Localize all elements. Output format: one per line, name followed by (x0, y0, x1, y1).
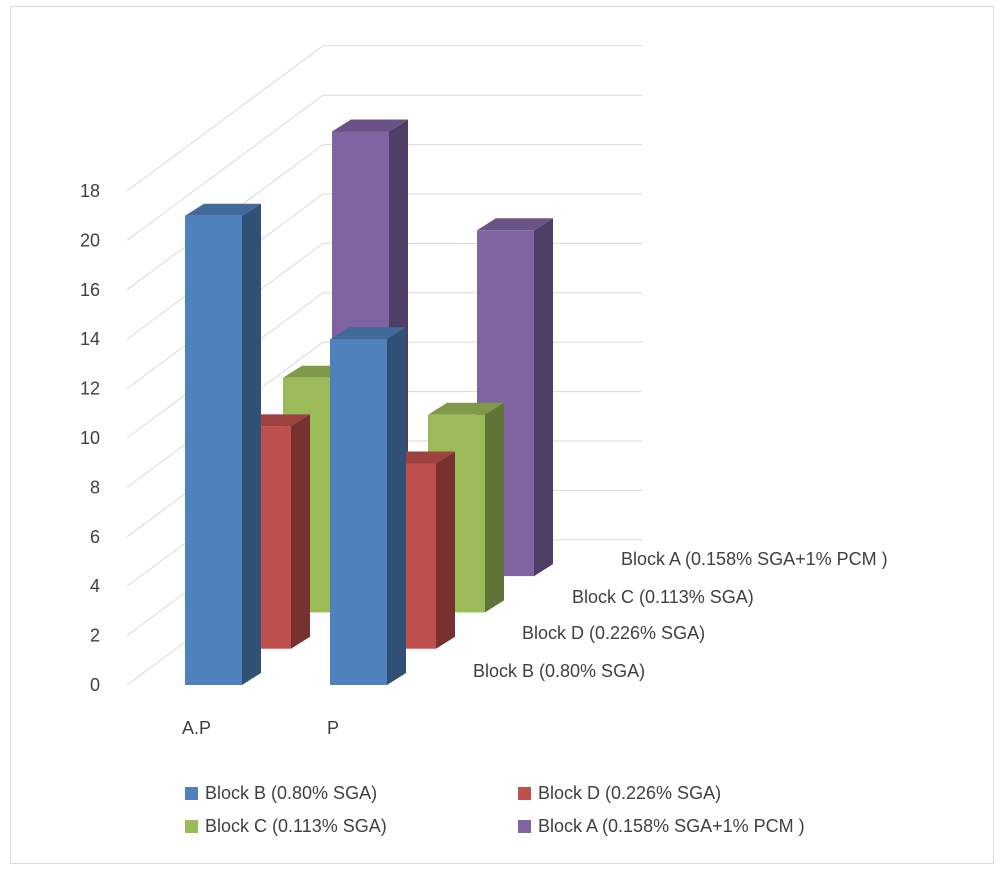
bar-s1-c1 (185, 215, 242, 685)
y-tick-label: 20 (80, 230, 100, 250)
y-tick-label: 2 (90, 626, 100, 646)
bar-top-s1-c2 (330, 327, 406, 340)
gridline-diagonal (126, 94, 324, 241)
bar-side-s2-c2 (436, 451, 455, 649)
gridline-diagonal (126, 45, 324, 192)
depth-axis-label: Block A (0.158% SGA+1% PCM ) (621, 549, 888, 569)
legend-swatch-series-2 (518, 787, 531, 800)
legend-label-series-3: Block C (0.113% SGA) (205, 816, 387, 836)
bar-side-s3-c2 (485, 402, 504, 613)
bar-side-s2-c1 (291, 414, 310, 649)
y-tick-label: 18 (80, 181, 100, 201)
y-tick-label: 0 (90, 675, 100, 695)
legend-item-series-2: Block D (0.226% SGA) (518, 783, 721, 804)
x-category-label: P (327, 718, 339, 738)
legend-item-series-1: Block B (0.80% SGA) (185, 783, 377, 804)
bar-side-s1-c2 (387, 327, 406, 685)
bar-top-s4-c2 (477, 218, 553, 231)
y-tick-label: 12 (80, 379, 100, 399)
x-category-label: A.P (182, 718, 211, 738)
legend-label-series-1: Block B (0.80% SGA) (205, 783, 378, 803)
bar-top-s4-c1 (332, 119, 408, 132)
y-tick-label: 14 (80, 329, 100, 349)
bar-s1-c2 (330, 339, 387, 685)
depth-axis-label: Block D (0.226% SGA) (522, 623, 705, 643)
legend-label-series-2: Block D (0.226% SGA) (538, 783, 722, 803)
bar-top-s1-c1 (185, 203, 261, 216)
y-tick-label: 16 (80, 280, 100, 300)
depth-axis-label: Block B (0.80% SGA) (473, 661, 645, 681)
legend-label-series-4: Block A (0.158% SGA+1% PCM ) (538, 816, 805, 836)
y-tick-label: 6 (90, 527, 100, 547)
legend-swatch-series-4 (518, 820, 531, 833)
y-tick-label: 4 (90, 576, 100, 596)
legend-item-series-3: Block C (0.113% SGA) (185, 816, 387, 837)
bar-side-s1-c1 (242, 203, 261, 685)
legend-item-series-4: Block A (0.158% SGA+1% PCM ) (518, 816, 805, 837)
bar-top-s3-c2 (428, 402, 504, 415)
legend-swatch-series-1 (185, 787, 198, 800)
legend-swatch-series-3 (185, 820, 198, 833)
bar-side-s4-c2 (534, 218, 553, 577)
depth-axis-label: Block C (0.113% SGA) (572, 587, 754, 607)
y-tick-label: 10 (80, 428, 100, 448)
y-tick-label: 8 (90, 477, 100, 497)
